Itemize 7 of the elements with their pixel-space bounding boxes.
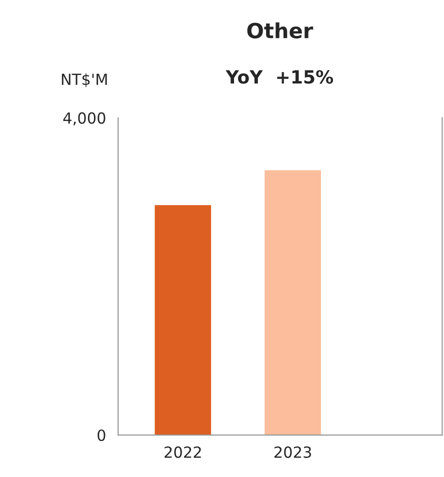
chart-title: Other: [247, 22, 314, 38]
x-tick-label: 2022: [164, 446, 201, 458]
y-tick-label: 0: [98, 429, 106, 442]
chart-subtitle: YoY +15%: [226, 70, 334, 84]
x-tick-label: 2023: [274, 446, 312, 458]
y-tick-label: 4,000: [63, 112, 106, 126]
y-axis-title: NT$'M: [62, 73, 107, 88]
